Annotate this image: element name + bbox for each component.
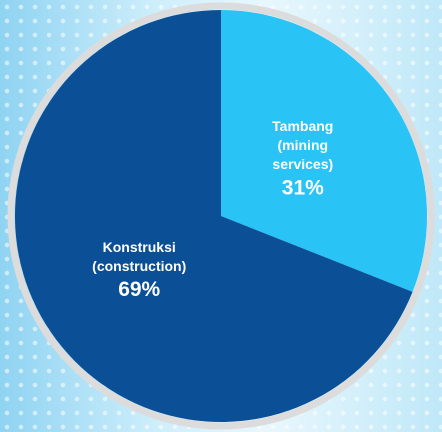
slice-label: Konstruksi <box>103 239 176 255</box>
value-label: 31% <box>282 176 324 199</box>
pie-border <box>7 2 435 430</box>
slice-label: Tambang <box>272 118 333 134</box>
slice-label: services) <box>272 156 333 172</box>
slice-label: (mining <box>278 137 329 153</box>
value-label: 69% <box>118 278 160 301</box>
slice-label: (construction) <box>92 258 186 274</box>
pie-slice <box>14 10 413 422</box>
pie-slice <box>221 10 427 292</box>
